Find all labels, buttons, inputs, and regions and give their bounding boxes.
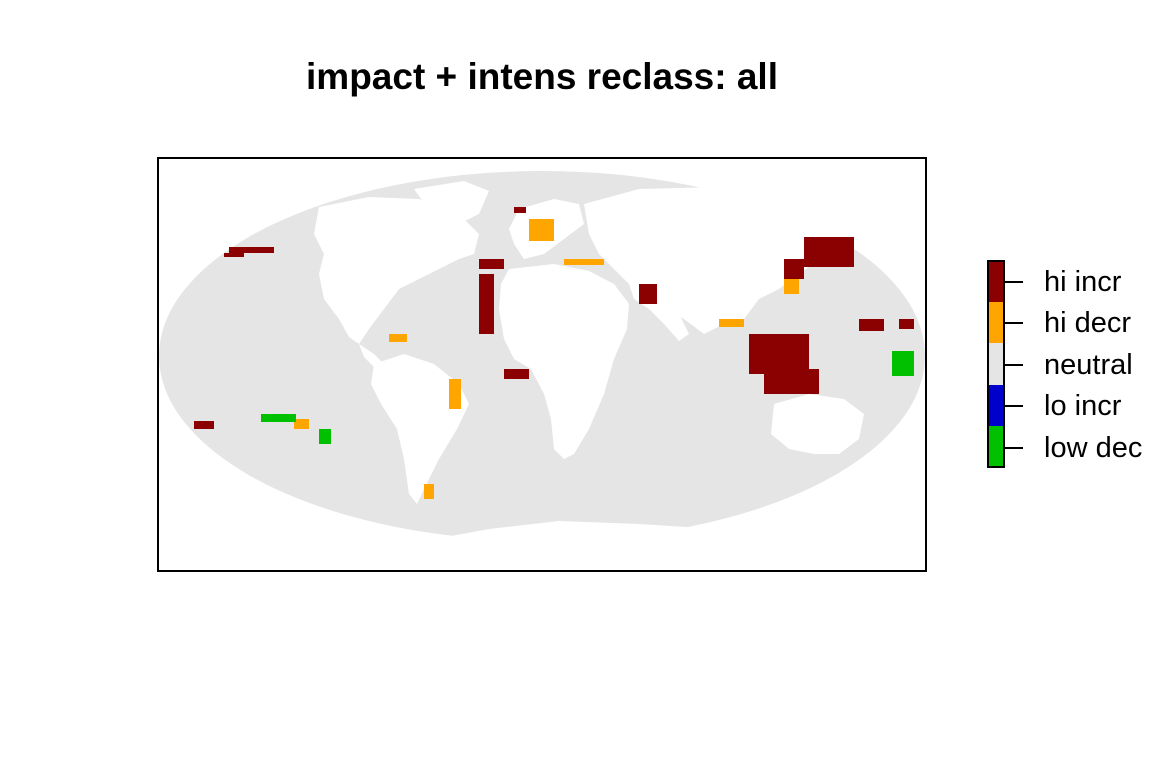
world-map [159,171,925,554]
hi-incr-norway [514,207,526,213]
legend-tick [1005,405,1023,407]
map-title: impact + intens reclass: all [306,56,778,97]
australia [771,394,864,454]
legend-tick [1005,364,1023,366]
legend-swatch-hi-incr [987,260,1005,302]
low-dec-south-pacific-2 [319,429,331,444]
hi-incr-regions [194,207,914,429]
color-legend: hi incr hi decr neutral lo incr low dec [987,260,1152,470]
legend-label-hi-decr: hi decr [1044,307,1132,339]
legend-tick [1005,281,1023,283]
hi-decr-regions [294,219,799,499]
legend-tick [1005,447,1023,449]
hi-decr-china-coast [784,279,799,294]
hi-decr-argentina [424,484,434,499]
hi-incr-alaska-2 [224,253,244,257]
legend-border [987,260,1005,468]
hi-incr-north-atlantic [479,259,504,269]
low-dec-west-pacific [892,351,914,376]
legend-swatch-lo-incr [987,385,1005,426]
hi-incr-pacific-island [194,421,214,429]
hi-incr-red-sea [639,284,657,304]
legend-tick [1005,322,1023,324]
south-america [371,354,469,504]
hi-incr-se-asia [749,334,809,374]
hi-decr-mediterranean [564,259,604,265]
antarctica [419,521,759,554]
legend-label-lo-incr: lo incr [1044,390,1122,422]
north-america [314,197,479,344]
low-dec-regions [261,351,914,444]
hi-incr-alaska [229,247,274,253]
hi-incr-east-china [784,259,804,279]
low-dec-south-pacific [261,414,296,422]
legend-label-low-dec: low dec [1044,432,1143,464]
hi-incr-east-pacific [899,319,914,329]
hi-incr-caribbean [479,274,494,334]
legend-swatch-neutral [987,343,1005,385]
greenland [414,181,489,224]
hi-incr-west-pacific [859,319,884,331]
hi-incr-west-africa [504,369,529,379]
central-america [359,344,384,367]
hi-decr-caribbean [389,334,407,342]
map-panel [157,157,927,572]
hi-incr-north-pacific-asia [804,237,854,267]
hi-decr-south-pacific [294,419,309,429]
legend-swatch-hi-decr [987,302,1005,343]
hi-decr-north-sea [529,219,554,241]
hi-incr-indonesia [764,369,819,394]
legend-label-neutral: neutral [1044,349,1133,381]
hi-decr-brazil [449,379,461,409]
legend-label-hi-incr: hi incr [1044,266,1122,298]
africa [499,264,629,459]
legend-swatch-low-dec [987,426,1005,468]
hi-decr-indian-coast [719,319,744,327]
